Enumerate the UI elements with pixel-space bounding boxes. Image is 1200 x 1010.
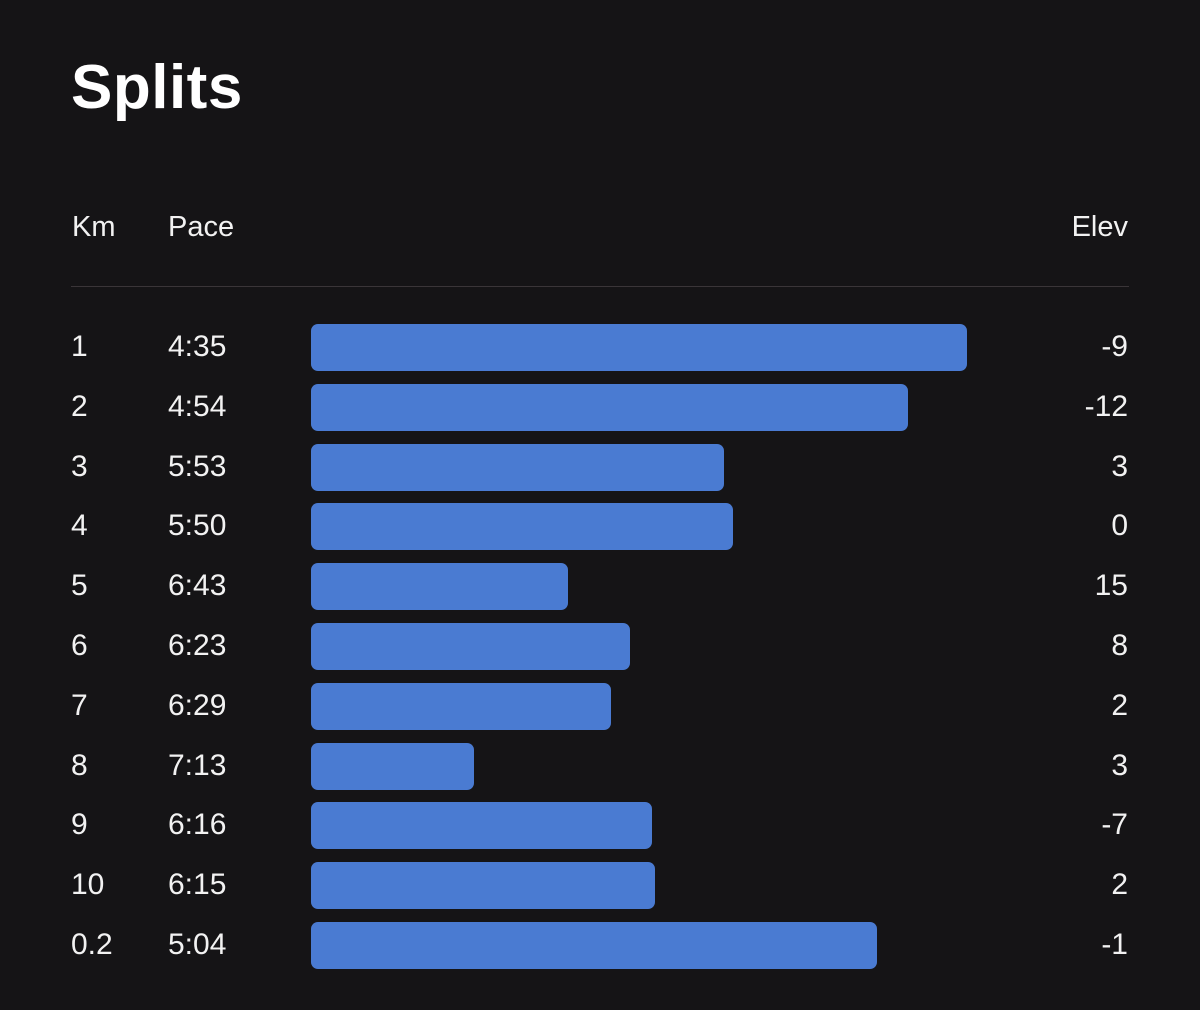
split-row: 10 6:15 2 [0,862,1200,922]
split-elev: -1 [1101,927,1128,961]
split-pace: 5:50 [168,509,227,543]
split-elev: -9 [1101,330,1128,363]
split-elev: 2 [1111,868,1128,902]
split-elev: 3 [1111,449,1128,483]
column-header-km: Km [72,211,116,243]
column-header-elev: Elev [1071,211,1128,243]
page-title: Splits [71,53,243,122]
split-elev: -12 [1084,389,1128,423]
split-row: 6 6:23 8 [0,622,1200,683]
split-pace: 6:15 [168,868,227,902]
split-km: 8 [71,748,88,782]
pace-bar [311,503,733,551]
split-pace: 7:13 [168,748,227,782]
split-elev: 15 [1094,569,1128,603]
split-km: 2 [71,389,88,423]
split-elev: 2 [1111,688,1128,722]
split-pace: 5:53 [168,449,227,483]
pace-bar [311,324,967,371]
pace-bar [311,921,877,969]
split-pace: 6:23 [168,628,227,662]
split-pace: 4:35 [168,330,227,363]
pace-bar [311,862,655,910]
split-km: 6 [71,628,88,662]
split-row: 3 5:53 3 [0,443,1200,504]
pace-bar [311,443,724,491]
split-row: 7 6:29 2 [0,682,1200,743]
header-divider [71,286,1129,287]
split-row: 0.2 5:04 -1 [0,921,1200,982]
split-row: 4 5:50 0 [0,503,1200,563]
split-km: 7 [71,688,88,722]
pace-bar [311,383,908,431]
split-elev: 3 [1111,748,1128,782]
pace-bar [311,563,568,611]
split-row: 8 7:13 3 [0,742,1200,803]
split-row: 2 4:54 -12 [0,383,1200,444]
split-elev: -7 [1101,808,1128,842]
split-pace: 6:29 [168,688,227,722]
split-km: 4 [71,509,88,543]
split-row: 9 6:16 -7 [0,802,1200,862]
splits-list: 1 4:35 -9 2 4:54 -12 3 5:53 3 4 5:50 0 5 6:43 15 6 6:23 8… [0,324,1200,982]
column-header-pace: Pace [168,211,235,243]
split-pace: 5:04 [168,927,227,961]
split-km: 3 [71,449,88,483]
split-km: 1 [71,330,88,363]
split-pace: 6:43 [168,569,227,603]
pace-bar [311,622,630,670]
split-km: 0.2 [71,927,113,961]
split-pace: 4:54 [168,389,227,423]
split-row: 1 4:35 -9 [0,324,1200,384]
split-km: 9 [71,808,88,842]
split-pace: 6:16 [168,808,227,842]
pace-bar [311,682,611,730]
pace-bar [311,742,474,790]
split-row: 5 6:43 15 [0,563,1200,623]
split-km: 5 [71,569,88,603]
split-elev: 0 [1111,509,1128,543]
pace-bar [311,802,652,850]
split-elev: 8 [1111,628,1128,662]
split-km: 10 [71,868,105,902]
